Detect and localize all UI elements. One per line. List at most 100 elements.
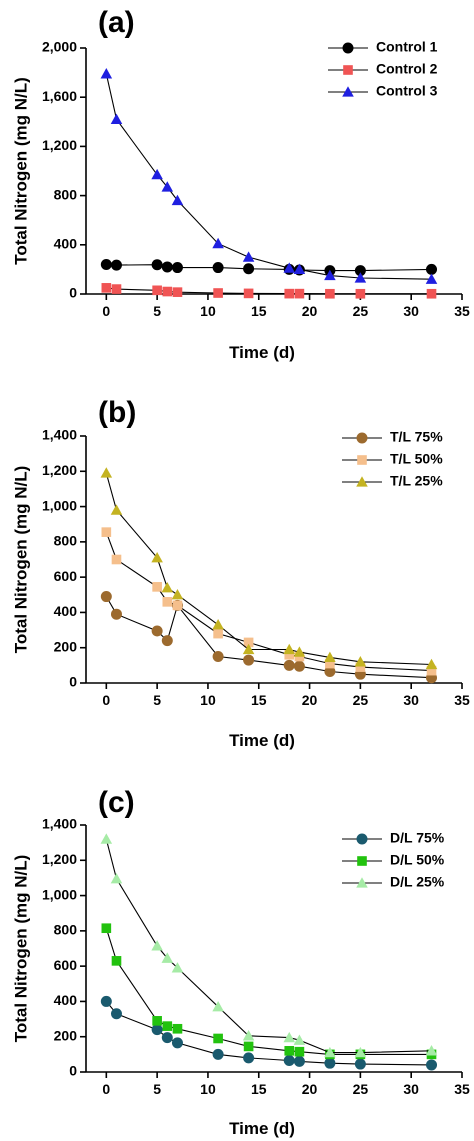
x-tick-label: 30: [403, 303, 419, 319]
data-point: [354, 1058, 366, 1070]
y-tick-label: 1,200: [42, 137, 77, 153]
y-tick-label: 800: [54, 186, 78, 202]
series-2: [101, 527, 437, 676]
data-point: [243, 263, 255, 275]
data-point: [426, 288, 437, 299]
series-2: [101, 923, 437, 1060]
data-point: [293, 1055, 305, 1067]
data-point: [294, 288, 305, 299]
legend-marker: [357, 856, 367, 866]
data-point: [100, 591, 112, 603]
series-1: [100, 995, 438, 1071]
legend-marker: [356, 432, 368, 444]
data-point: [426, 263, 438, 275]
data-point: [151, 259, 163, 271]
y-tick-label: 1,000: [42, 886, 77, 902]
data-point: [100, 833, 113, 844]
data-point: [100, 467, 113, 478]
x-tick-label: 10: [200, 303, 216, 319]
y-tick-label: 400: [54, 236, 78, 252]
data-point: [110, 608, 122, 620]
x-tick-label: 0: [102, 692, 110, 708]
x-tick-label: 15: [251, 303, 267, 319]
legend-marker: [356, 833, 368, 845]
data-point: [324, 1046, 336, 1058]
data-point: [426, 665, 437, 676]
y-tick-label: 1,000: [42, 497, 77, 513]
x-tick-label: 25: [353, 692, 369, 708]
data-point: [425, 658, 438, 670]
x-tick-label: 20: [302, 1081, 318, 1097]
legend-marker: [343, 65, 353, 75]
y-tick-label: 2,000: [42, 39, 77, 55]
panel-letter: (a): [98, 6, 135, 39]
legend-label: T/L 25%: [390, 473, 443, 489]
panel-letter: (b): [98, 396, 136, 429]
data-point: [284, 288, 295, 299]
legend-label: D/L 50%: [390, 852, 445, 868]
data-point: [161, 952, 174, 963]
series-line: [105, 73, 432, 280]
y-tick-label: 1,400: [42, 816, 77, 832]
data-point: [151, 1024, 163, 1036]
data-point: [161, 261, 173, 273]
x-tick-label: 0: [102, 1081, 110, 1097]
data-point: [152, 1016, 162, 1026]
data-point: [171, 589, 184, 600]
data-point: [171, 194, 184, 206]
data-point: [212, 1000, 224, 1012]
data-point: [161, 181, 174, 192]
data-point: [325, 658, 335, 669]
y-tick-label: 600: [54, 568, 78, 584]
x-tick-label: 30: [403, 1081, 419, 1097]
x-tick-label: 5: [153, 692, 161, 708]
data-point: [293, 660, 305, 672]
data-point: [213, 288, 223, 298]
legend: T/L 75% T/L 50% T/L 25%: [342, 429, 443, 489]
y-axis-title: Total Nitrogen (mg N/L): [11, 77, 30, 265]
x-tick-label: 20: [302, 303, 318, 319]
data-point: [355, 662, 366, 672]
x-axis-title: Time (d): [229, 343, 295, 362]
data-point: [325, 288, 335, 299]
data-point: [243, 654, 255, 666]
data-point: [283, 643, 296, 655]
y-tick-label: 0: [69, 285, 77, 301]
data-point: [242, 643, 255, 655]
legend-label: T/L 75%: [390, 429, 443, 445]
x-tick-label: 15: [251, 1081, 267, 1097]
data-point: [172, 1023, 183, 1034]
data-point: [212, 237, 224, 249]
x-tick-label: 10: [200, 692, 216, 708]
data-point: [161, 635, 173, 647]
data-point: [151, 940, 163, 951]
y-tick-label: 1,400: [42, 427, 77, 443]
y-tick-label: 400: [54, 992, 78, 1008]
legend: Control 1 Control 2 Control 3: [328, 39, 438, 99]
x-tick-label: 20: [302, 692, 318, 708]
y-axis-title: Total Nitrogen (mg N/L): [11, 855, 30, 1043]
legend-marker: [342, 86, 354, 97]
y-tick-label: 200: [54, 638, 78, 654]
x-tick-label: 35: [454, 692, 470, 708]
y-tick-label: 800: [54, 922, 78, 938]
data-point: [213, 628, 223, 639]
data-point: [293, 646, 306, 657]
data-point: [283, 1031, 296, 1043]
y-tick-label: 200: [54, 1027, 78, 1043]
series-2: [101, 283, 437, 299]
data-point: [324, 1057, 336, 1069]
data-point: [171, 962, 184, 973]
data-point: [426, 1059, 438, 1071]
legend-label: Control 3: [376, 83, 438, 99]
x-tick-label: 25: [353, 1081, 369, 1097]
data-point: [294, 1046, 305, 1057]
series-line: [105, 928, 432, 1055]
data-point: [243, 637, 254, 648]
data-point: [110, 873, 123, 884]
series-line: [105, 472, 432, 666]
data-point: [110, 1008, 122, 1020]
legend-marker: [357, 455, 367, 465]
x-tick-label: 5: [153, 1081, 161, 1097]
